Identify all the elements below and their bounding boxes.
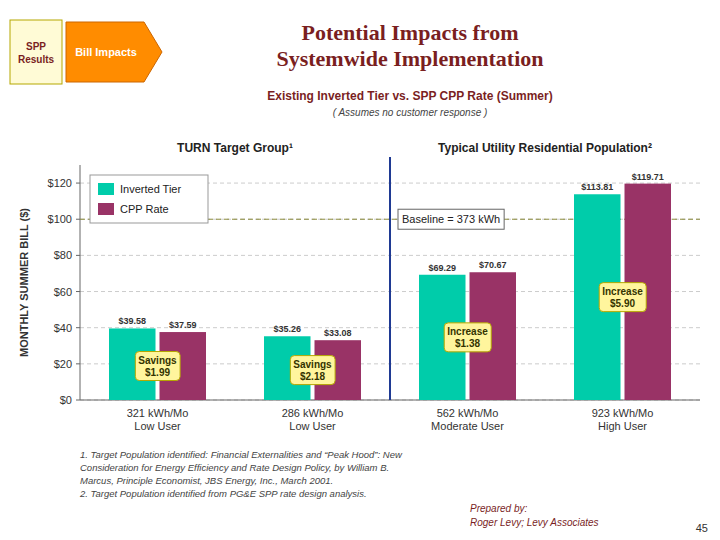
section-divider (389, 157, 391, 400)
tick-mark (76, 291, 80, 292)
category-label-line: Moderate User (431, 420, 504, 432)
tick-mark (76, 363, 80, 364)
tick-mark (76, 255, 80, 256)
grid: $0 $20 $40 $60 $80 $100 $120 (48, 177, 700, 406)
badge-arrow (66, 22, 162, 82)
data-label: $33.08 (324, 328, 352, 338)
annotation: Increase$1.38 (447, 326, 488, 349)
annotation-line: Increase (447, 326, 488, 337)
credit: Prepared by: (470, 503, 527, 514)
footnote: Consideration for Energy Efficiency and … (80, 462, 389, 473)
annotation-box (135, 352, 180, 381)
reference-label-box (398, 209, 504, 229)
tick-label: $80 (54, 249, 72, 261)
data-label: $70.67 (479, 260, 507, 270)
section-label: Typical Utility Residential Population² (438, 141, 652, 155)
legend-label: Inverted Tier (120, 183, 181, 195)
category-label: 286 kWh/MoLow User (282, 407, 344, 432)
title-line: Potential Impacts from (301, 20, 518, 45)
badge-box (10, 20, 62, 84)
data-label: $69.29 (428, 263, 456, 273)
category-label-line: 321 kWh/Mo (127, 407, 189, 419)
tick-label: $120 (48, 177, 72, 189)
category-label: 562 kWh/MoModerate User (431, 407, 504, 432)
legend: Inverted Tier CPP Rate (90, 175, 208, 223)
data-label: $119.71 (632, 172, 664, 182)
chart: SPP Results Bill Impacts Potential Impacts … (0, 0, 720, 540)
footnote: 1. Target Population identified: Financi… (80, 449, 403, 460)
footnote: Marcus, Principle Economist, JBS Energy,… (80, 475, 333, 486)
annotation-line: $1.99 (145, 367, 170, 378)
section-label: TURN Target Group¹ (177, 141, 293, 155)
tick-mark (76, 400, 80, 401)
category-label-line: 562 kWh/Mo (437, 407, 499, 419)
badges: SPP Results Bill Impacts (10, 20, 162, 84)
credit: Roger Levy; Levy Associates (470, 517, 599, 528)
badge-text: SPP Results (18, 40, 55, 64)
annotation-line: Savings (293, 359, 332, 370)
tick-mark (76, 219, 80, 220)
annotation-box (599, 283, 646, 312)
annotation-line: $5.90 (610, 298, 635, 309)
category-label: 923 kWh/MoHigh User (592, 407, 654, 432)
legend-label: CPP Rate (120, 203, 169, 215)
y-axis-line (80, 165, 81, 400)
badge-text-line: Bill Impacts (75, 46, 137, 58)
annotation-box (444, 323, 491, 352)
tick-label: $100 (48, 213, 72, 225)
badge-text-line: SPP (26, 40, 46, 51)
reference-label: Baseline = 373 kWh (402, 213, 500, 225)
category-label-line: 286 kWh/Mo (282, 407, 344, 419)
tick-mark (76, 327, 80, 328)
data-label: $37.59 (169, 320, 197, 330)
footnote: 2. Target Population identified from PG&… (79, 488, 367, 499)
legend-box (90, 175, 208, 223)
title-line: Systemwide Implementation (276, 46, 543, 71)
data-label: $39.58 (118, 316, 146, 326)
category-label-line: 923 kWh/Mo (592, 407, 654, 419)
tick-label: $60 (54, 286, 72, 298)
tick-label: $0 (60, 394, 72, 406)
annotation-line: Savings (138, 355, 177, 366)
legend-swatch (98, 203, 114, 215)
annotation-line: Increase (602, 286, 643, 297)
category-label: 321 kWh/MoLow User (127, 407, 189, 432)
annotation: Savings$2.18 (293, 359, 332, 382)
data-label: $35.26 (273, 324, 301, 334)
subtitle: Existing Inverted Tier vs. SPP CPP Rate … (267, 89, 552, 103)
page-number: 45 (696, 522, 708, 534)
subtitle: ( Assumes no customer response ) (333, 107, 488, 118)
category-label-line: Low User (289, 420, 336, 432)
data-label: $113.81 (581, 182, 613, 192)
category-label-line: Low User (134, 420, 181, 432)
title: Potential Impacts fromSystemwide Impleme… (276, 20, 543, 71)
annotation-line: $2.18 (300, 371, 325, 382)
tick-label: $20 (54, 358, 72, 370)
badge-text: Bill Impacts (75, 46, 137, 58)
tick-mark (76, 183, 80, 184)
annotation-box (290, 356, 335, 385)
tick-label: $40 (54, 322, 72, 334)
category-label-line: High User (598, 420, 647, 432)
annotation-line: $1.38 (455, 338, 480, 349)
legend-swatch (98, 183, 114, 195)
annotation: Savings$1.99 (138, 355, 177, 378)
y-axis-label: MONTHLY SUMMER BILL ($) (18, 208, 30, 357)
annotation: Increase$5.90 (602, 286, 643, 309)
badge-text-line: Results (18, 53, 55, 64)
